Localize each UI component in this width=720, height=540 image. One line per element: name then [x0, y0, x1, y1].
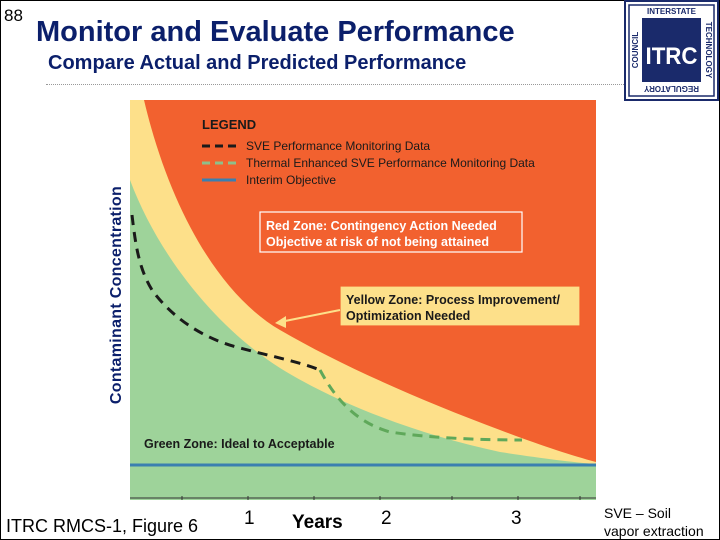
x-axis-label: Years [292, 512, 343, 533]
green-zone-label: Green Zone: Ideal to Acceptable [144, 437, 335, 451]
legend-objective-label: Interim Objective [246, 173, 336, 187]
logo-bottom-text: REGULATORY [643, 84, 699, 93]
itrc-logo: INTERSTATE REGULATORY COUNCIL TECHNOLOGY… [624, 0, 719, 101]
x-tick-label-2: 2 [381, 508, 392, 529]
yellow-zone-arrow [279, 309, 341, 323]
sve-note-line2: vapor extraction [604, 523, 704, 539]
slide-subtitle: Compare Actual and Predicted Performance [48, 52, 467, 74]
logo-main-text: ITRC [646, 43, 698, 70]
legend-title: LEGEND [202, 117, 256, 132]
yellow-zone-label-box [339, 285, 581, 327]
x-tick-label-1: 1 [244, 508, 255, 529]
sve-monitoring-data-line [130, 214, 321, 372]
yellow-zone-label-line2: Optimization Needed [346, 309, 470, 323]
zone-diagram: LEGEND SVE Performance Monitoring Data T… [130, 100, 596, 500]
logo-right-text: TECHNOLOGY [704, 22, 713, 79]
slide-number: 88 [4, 6, 23, 25]
red-zone-label-line1: Red Zone: Contingency Action Needed [266, 219, 497, 233]
logo-top-text: INTERSTATE [647, 7, 697, 16]
sve-note: SVE – Soil vapor extraction [604, 504, 704, 540]
legend-sve-label: SVE Performance Monitoring Data [246, 139, 430, 153]
legend-thermal-label: Thermal Enhanced SVE Performance Monitor… [246, 156, 535, 170]
figure-caption: ITRC RMCS-1, Figure 6 [6, 516, 199, 536]
yellow-zone-label-line1: Yellow Zone: Process Improvement/ [346, 293, 560, 307]
red-zone-label-box [259, 211, 523, 253]
title-divider [46, 84, 628, 85]
slide-title: Monitor and Evaluate Performance [36, 16, 515, 48]
y-axis-label: Contaminant Concentration [108, 185, 125, 405]
legend-box [198, 112, 570, 198]
thermal-sve-monitoring-data-line [318, 369, 523, 442]
x-tick-label-3: 3 [511, 508, 522, 529]
sve-note-line1: SVE – Soil [604, 505, 671, 521]
red-zone-label-line2: Objective at risk of not being attained [266, 235, 489, 249]
logo-left-text: COUNCIL [631, 32, 640, 69]
yellow-zone-arrowhead [275, 316, 286, 328]
green-zone [130, 180, 596, 500]
itrc-logo-graphic: INTERSTATE REGULATORY COUNCIL TECHNOLOGY… [628, 4, 715, 97]
